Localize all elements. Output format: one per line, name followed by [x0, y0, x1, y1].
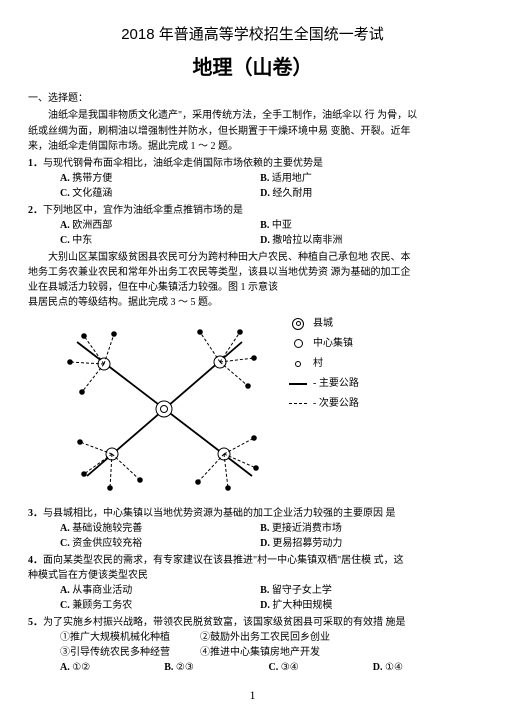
q3-choice-d: D. 更易招募劳动力: [260, 536, 460, 551]
q4-stem-b: 种模式旨在方便该类型农民: [28, 568, 477, 583]
q5-item-3: ③引导传统农民多种经营: [60, 647, 170, 658]
q2-choice-a: A. 欧洲西部: [60, 218, 260, 233]
q4-choice-c: C. 兼顾务工务农: [60, 598, 260, 613]
q5-choice-a: A. ①②: [60, 660, 164, 675]
q2-stem: 下列地区中，宜作为油纸伞重点推销市场的是: [43, 205, 243, 216]
legend-village: 村: [289, 354, 359, 374]
q1-choice-d: D. 经久耐用: [260, 186, 460, 201]
q4-stem-a: 面向某类型农民的需求，有专家建议在该县推进"村一中心集镇双栖"居住模 式，这: [43, 555, 404, 566]
legend-county: 县城: [289, 314, 359, 334]
q4-choice-a: A. 从事商业活动: [60, 583, 260, 598]
q5-choice-b: B. ②③: [164, 660, 268, 675]
q2-choice-b: B. 中亚: [260, 218, 460, 233]
legend-main-road: - 主要公路: [289, 374, 359, 394]
question-3: 3．与县城相比，中心集镇以当地优势资源为基础的加工企业活力较强的主要原因 是 A…: [28, 506, 477, 551]
intro-2-line-b: 地务工务农兼业农民和常年外出务工农民等类型，该县以当地优势资 源为基础的加工企: [28, 265, 477, 280]
q3-stem: 与县城相比，中心集镇以当地优势资源为基础的加工企业活力较强的主要原因 是: [43, 508, 396, 519]
q3-number: 3．: [28, 508, 43, 519]
q1-choice-c: C. 文化蕴涵: [60, 186, 260, 201]
q5-item-4: ④推进中心集镇房地产开发: [200, 647, 320, 658]
q5-choice-d: D. ①④: [373, 660, 477, 675]
exam-main-title: 2018 年普通高等学校招生全国统一考试: [28, 24, 477, 47]
q1-number: 1．: [28, 158, 43, 169]
q5-choice-c: C. ③④: [269, 660, 373, 675]
diagram-legend: 县城 中心集镇 村 - 主要公路 - 次要公路: [289, 314, 359, 414]
q5-stem: 为了实施乡村振兴战略，带领农民脱贫致富，该国家级贫困县可采取的有效措 施是: [43, 617, 406, 628]
intro-2-line-c: 业在县城活力较弱，但在中心集镇活力较强。图 1 示意该: [28, 280, 477, 295]
question-1: 1．与现代钢骨布面伞相比，油纸伞走俏国际市场依赖的主要优势是 A. 携带方便 B…: [28, 156, 477, 201]
legend-center-town: 中心集镇: [289, 334, 359, 354]
question-5: 5．为了实施乡村振兴战略，带领农民脱贫致富，该国家级贫困县可采取的有效措 施是 …: [28, 615, 477, 675]
page-number: 1: [0, 686, 505, 704]
q2-choice-d: D. 撒哈拉以南非洲: [260, 233, 460, 248]
q3-choice-a: A. 基础设施较完善: [60, 521, 260, 536]
question-2: 2．下列地区中，宜作为油纸伞重点推销市场的是 A. 欧洲西部 B. 中亚 C. …: [28, 203, 477, 248]
q3-choice-c: C. 资金供应较充裕: [60, 536, 260, 551]
q1-choice-a: A. 携带方便: [60, 171, 260, 186]
question-4: 4．面向某类型农民的需求，有专家建议在该县推进"村一中心集镇双栖"居住模 式，这…: [28, 553, 477, 613]
intro-1-line-c: 来，油纸伞走俏国际市场。据此完成 1 ～ 2 题。: [28, 139, 477, 154]
q4-choice-d: D. 扩大种田规模: [260, 598, 460, 613]
q2-number: 2．: [28, 205, 43, 216]
q1-choice-b: B. 适用地广: [260, 171, 460, 186]
intro-2-line-d: 县居民点的等级结构。据此完成 3 ～ 5 题。: [28, 295, 477, 310]
section-heading: 一、选择题：: [28, 91, 477, 106]
q2-choice-c: C. 中东: [60, 233, 260, 248]
exam-sub-title: 地理（山卷）: [28, 53, 477, 83]
q4-choice-b: B. 留守子女上学: [260, 583, 460, 598]
q1-stem: 与现代钢骨布面伞相比，油纸伞走俏国际市场依赖的主要优势是: [43, 158, 323, 169]
q5-item-1: ①推广大规模机械化种植: [60, 632, 170, 643]
q3-choice-b: B. 更接近消费市场: [260, 521, 460, 536]
q5-number: 5．: [28, 617, 43, 628]
q5-item-2: ②鼓励外出务工农民回乡创业: [200, 632, 330, 643]
settlement-diagram: [42, 314, 287, 504]
intro-2-line-a: 大别山区某国家级贫困县农民可分为跨村种田大户农民、种植自己承包地 农民、本: [28, 250, 477, 265]
intro-1-line-a: 油纸伞是我国非物质文化遗产"，采用传统方法，全手工制作，油纸伞以 行 为骨，以: [28, 108, 477, 123]
q4-number: 4．: [28, 555, 43, 566]
intro-1-line-b: 纸或丝绸为面，刷桐油以增强制性并防水，但长期置于干燥环境中易 变脆、开裂。近年: [28, 124, 477, 139]
legend-sec-road: - 次要公路: [289, 394, 359, 414]
